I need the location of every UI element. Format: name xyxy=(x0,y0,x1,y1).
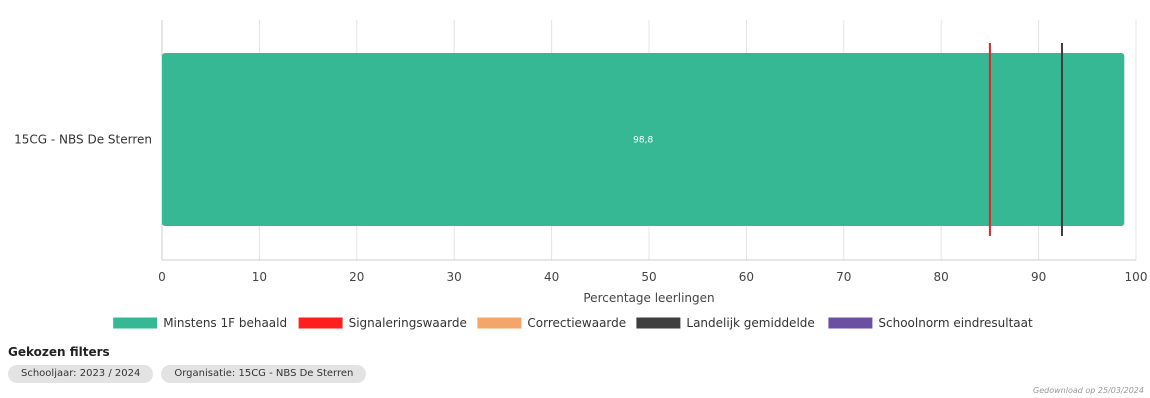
x-tick-label-50: 50 xyxy=(641,270,656,284)
download-date: Gedownload op 25/03/2024 xyxy=(1033,386,1144,395)
x-tick-label-10: 10 xyxy=(252,270,267,284)
category-label-0: 15CG - NBS De Sterren xyxy=(14,133,152,147)
x-tick-label-60: 60 xyxy=(739,270,754,284)
legend-label-1[interactable]: Signaleringswaarde xyxy=(349,316,467,330)
x-tick-label-40: 40 xyxy=(544,270,559,284)
bar-data-label-0: 98,8 xyxy=(633,136,653,146)
legend-swatch-1[interactable] xyxy=(298,317,343,329)
x-tick-label-80: 80 xyxy=(934,270,949,284)
x-tick-label-0: 0 xyxy=(158,270,166,284)
legend-label-2[interactable]: Correctiewaarde xyxy=(527,316,626,330)
x-tick-label-20: 20 xyxy=(349,270,364,284)
legend-swatch-4[interactable] xyxy=(828,317,873,329)
filter-chip-organisatie[interactable]: Organisatie: 15CG - NBS De Sterren xyxy=(161,365,367,383)
chart: 0 10 20 30 40 50 60 70 80 90 100 Percentage leerlin… xyxy=(14,20,1148,330)
x-axis-label: Percentage leerlingen xyxy=(583,291,714,305)
legend-label-0[interactable]: Minstens 1F behaald xyxy=(163,316,287,330)
legend-label-4[interactable]: Schoolnorm eindresultaat xyxy=(878,316,1033,330)
x-tick-label-30: 30 xyxy=(447,270,462,284)
legend-label-3[interactable]: Landelijk gemiddelde xyxy=(686,316,814,330)
legend-swatch-3[interactable] xyxy=(636,317,681,329)
bar-0-0[interactable] xyxy=(162,53,1125,226)
x-tick-label-90: 90 xyxy=(1031,270,1046,284)
x-tick-label-70: 70 xyxy=(836,270,851,284)
legend-swatch-0[interactable] xyxy=(113,317,158,329)
filter-chip-schooljaar[interactable]: Schooljaar: 2023 / 2024 xyxy=(8,365,154,383)
x-tick-label-100: 100 xyxy=(1125,270,1148,284)
filter-chips: Schooljaar: 2023 / 2024 Organisatie: 15C… xyxy=(8,365,367,383)
filters-title: Gekozen filters xyxy=(8,345,110,359)
legend-swatch-2[interactable] xyxy=(477,317,522,329)
